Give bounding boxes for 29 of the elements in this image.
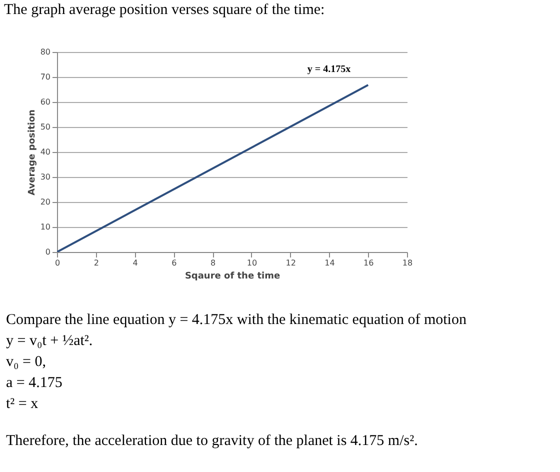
x-tick-label: 2 (94, 258, 99, 268)
text: v₀ = 0, (6, 353, 47, 372)
x-tick-label: 0 (54, 258, 60, 268)
y-tick-label: 70 (40, 72, 50, 82)
y-tick-label: 10 (40, 222, 50, 232)
y-tick-label: 20 (40, 198, 50, 206)
x-tick-label: 6 (172, 258, 177, 268)
text: a = 4.175 (6, 374, 64, 393)
text: t² = x (6, 395, 40, 414)
y-tick-label: 40 (40, 148, 50, 156)
x-tick-label: 12 (286, 258, 296, 268)
annotation: y = 4.175x (307, 64, 351, 75)
x-tick-label: 14 (324, 258, 335, 268)
x-tick-label: 8 (210, 258, 216, 268)
chart-title: The graph average position verses square of the time: (4, 2, 325, 19)
x-tick-label: 10 (246, 258, 258, 268)
x-tick-label: 18 (402, 258, 413, 268)
text: Compare the line equation y = 4.175x with the kinematic equation of motion (6, 311, 468, 330)
y-tick-label: 50 (40, 122, 50, 132)
x-tick-label: 16 (364, 258, 374, 268)
y-tick-label: 0 (45, 248, 50, 256)
y-tick-label: 30 (40, 172, 50, 182)
y-axis-title: Average position (27, 110, 38, 196)
text: y = v₀t + ½at². (6, 332, 94, 351)
x-axis-title: Sqaure of the time (184, 272, 280, 282)
y-tick-label: 80 (40, 48, 50, 56)
y-tick-label: 60 (40, 98, 50, 106)
text: Therefore, the acceleration due to gravity of the planet is 4.175 m/s². (6, 432, 419, 451)
x-tick-label: 4 (132, 258, 138, 268)
